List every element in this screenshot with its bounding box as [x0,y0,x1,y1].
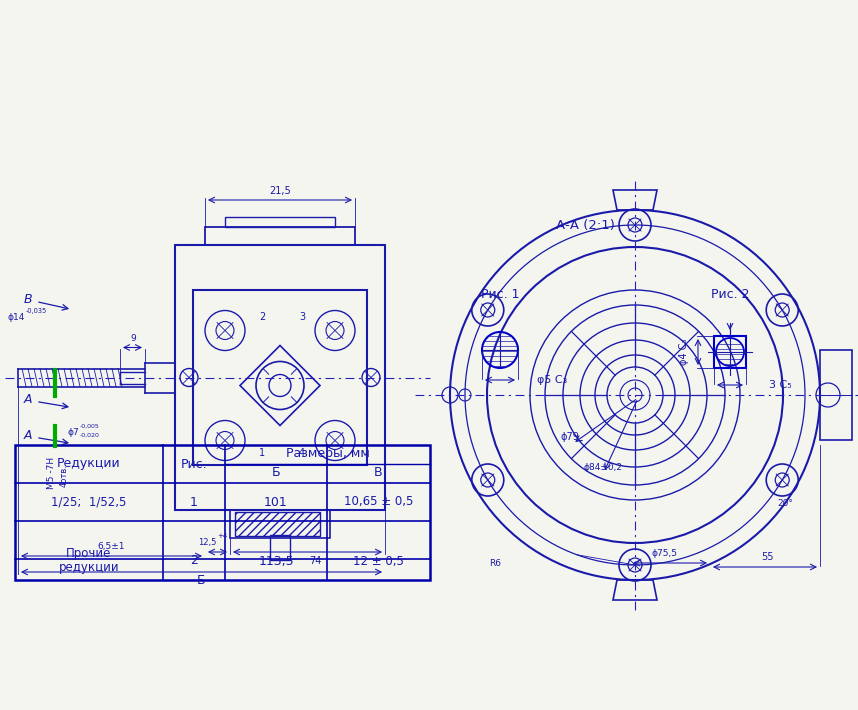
Bar [193,290,367,465]
Text: ϕ84±0,2: ϕ84±0,2 [583,462,623,471]
Bar [714,336,746,368]
Text: φ4 C₃: φ4 C₃ [679,339,689,365]
Text: +4: +4 [217,533,227,539]
Text: -0,035: -0,035 [26,309,47,315]
Text: Рис. 2: Рис. 2 [710,288,749,302]
Text: 2: 2 [259,312,265,322]
Bar [175,245,385,510]
Text: 4отв.: 4отв. [59,464,69,487]
Text: 55: 55 [761,552,773,562]
Bar [230,510,330,538]
Text: 20°: 20° [777,498,793,508]
Bar [15,445,430,580]
Text: ϕ75,5: ϕ75,5 [652,549,678,557]
Text: 10,65 ± 0,5: 10,65 ± 0,5 [344,496,414,508]
Text: Б: Б [272,466,281,479]
Text: М5 -7Н: М5 -7Н [47,457,57,488]
Text: 1: 1 [190,496,198,508]
Text: φ5 C₃: φ5 C₃ [537,375,567,385]
Bar [225,217,335,227]
Text: 2: 2 [190,555,198,567]
Text: Прочие: Прочие [66,547,112,560]
Text: 12,5: 12,5 [198,537,216,547]
Text: В: В [24,293,33,306]
Text: Размеры, мм: Размеры, мм [286,447,370,461]
Text: Рис.: Рис. [181,457,208,471]
Text: ϕ14: ϕ14 [8,313,26,322]
Text: 113,5: 113,5 [258,555,293,567]
Text: 6,5±1: 6,5±1 [98,542,125,552]
Text: 1/25;  1/52,5: 1/25; 1/52,5 [51,496,127,508]
Text: 3: 3 [299,312,305,322]
Text: А: А [24,429,33,442]
Text: 101: 101 [264,496,288,508]
Text: -0,005: -0,005 [80,424,100,429]
Text: R6: R6 [489,559,501,567]
Text: 12 ± 0,5: 12 ± 0,5 [353,555,404,567]
Bar [270,535,290,560]
Text: ϕ79: ϕ79 [560,432,579,442]
Text: 21,5: 21,5 [269,186,291,196]
Text: 4: 4 [299,449,305,459]
Text: В: В [374,466,383,479]
Text: ϕ7: ϕ7 [68,428,80,437]
Text: -0,020: -0,020 [80,433,100,438]
Text: А-А (2:1): А-А (2:1) [556,219,614,231]
Bar [235,512,320,536]
Text: Редукции: Редукции [57,457,121,471]
Text: Б: Б [197,574,206,587]
Text: 9: 9 [130,334,136,343]
Text: Рис. 1: Рис. 1 [480,288,519,302]
Text: А: А [24,393,33,406]
Bar [820,350,852,440]
Text: 1: 1 [259,449,265,459]
Text: редукции: редукции [58,562,119,574]
Bar [205,227,355,245]
Text: 74: 74 [309,556,321,566]
Text: 3 C₅: 3 C₅ [769,380,791,390]
